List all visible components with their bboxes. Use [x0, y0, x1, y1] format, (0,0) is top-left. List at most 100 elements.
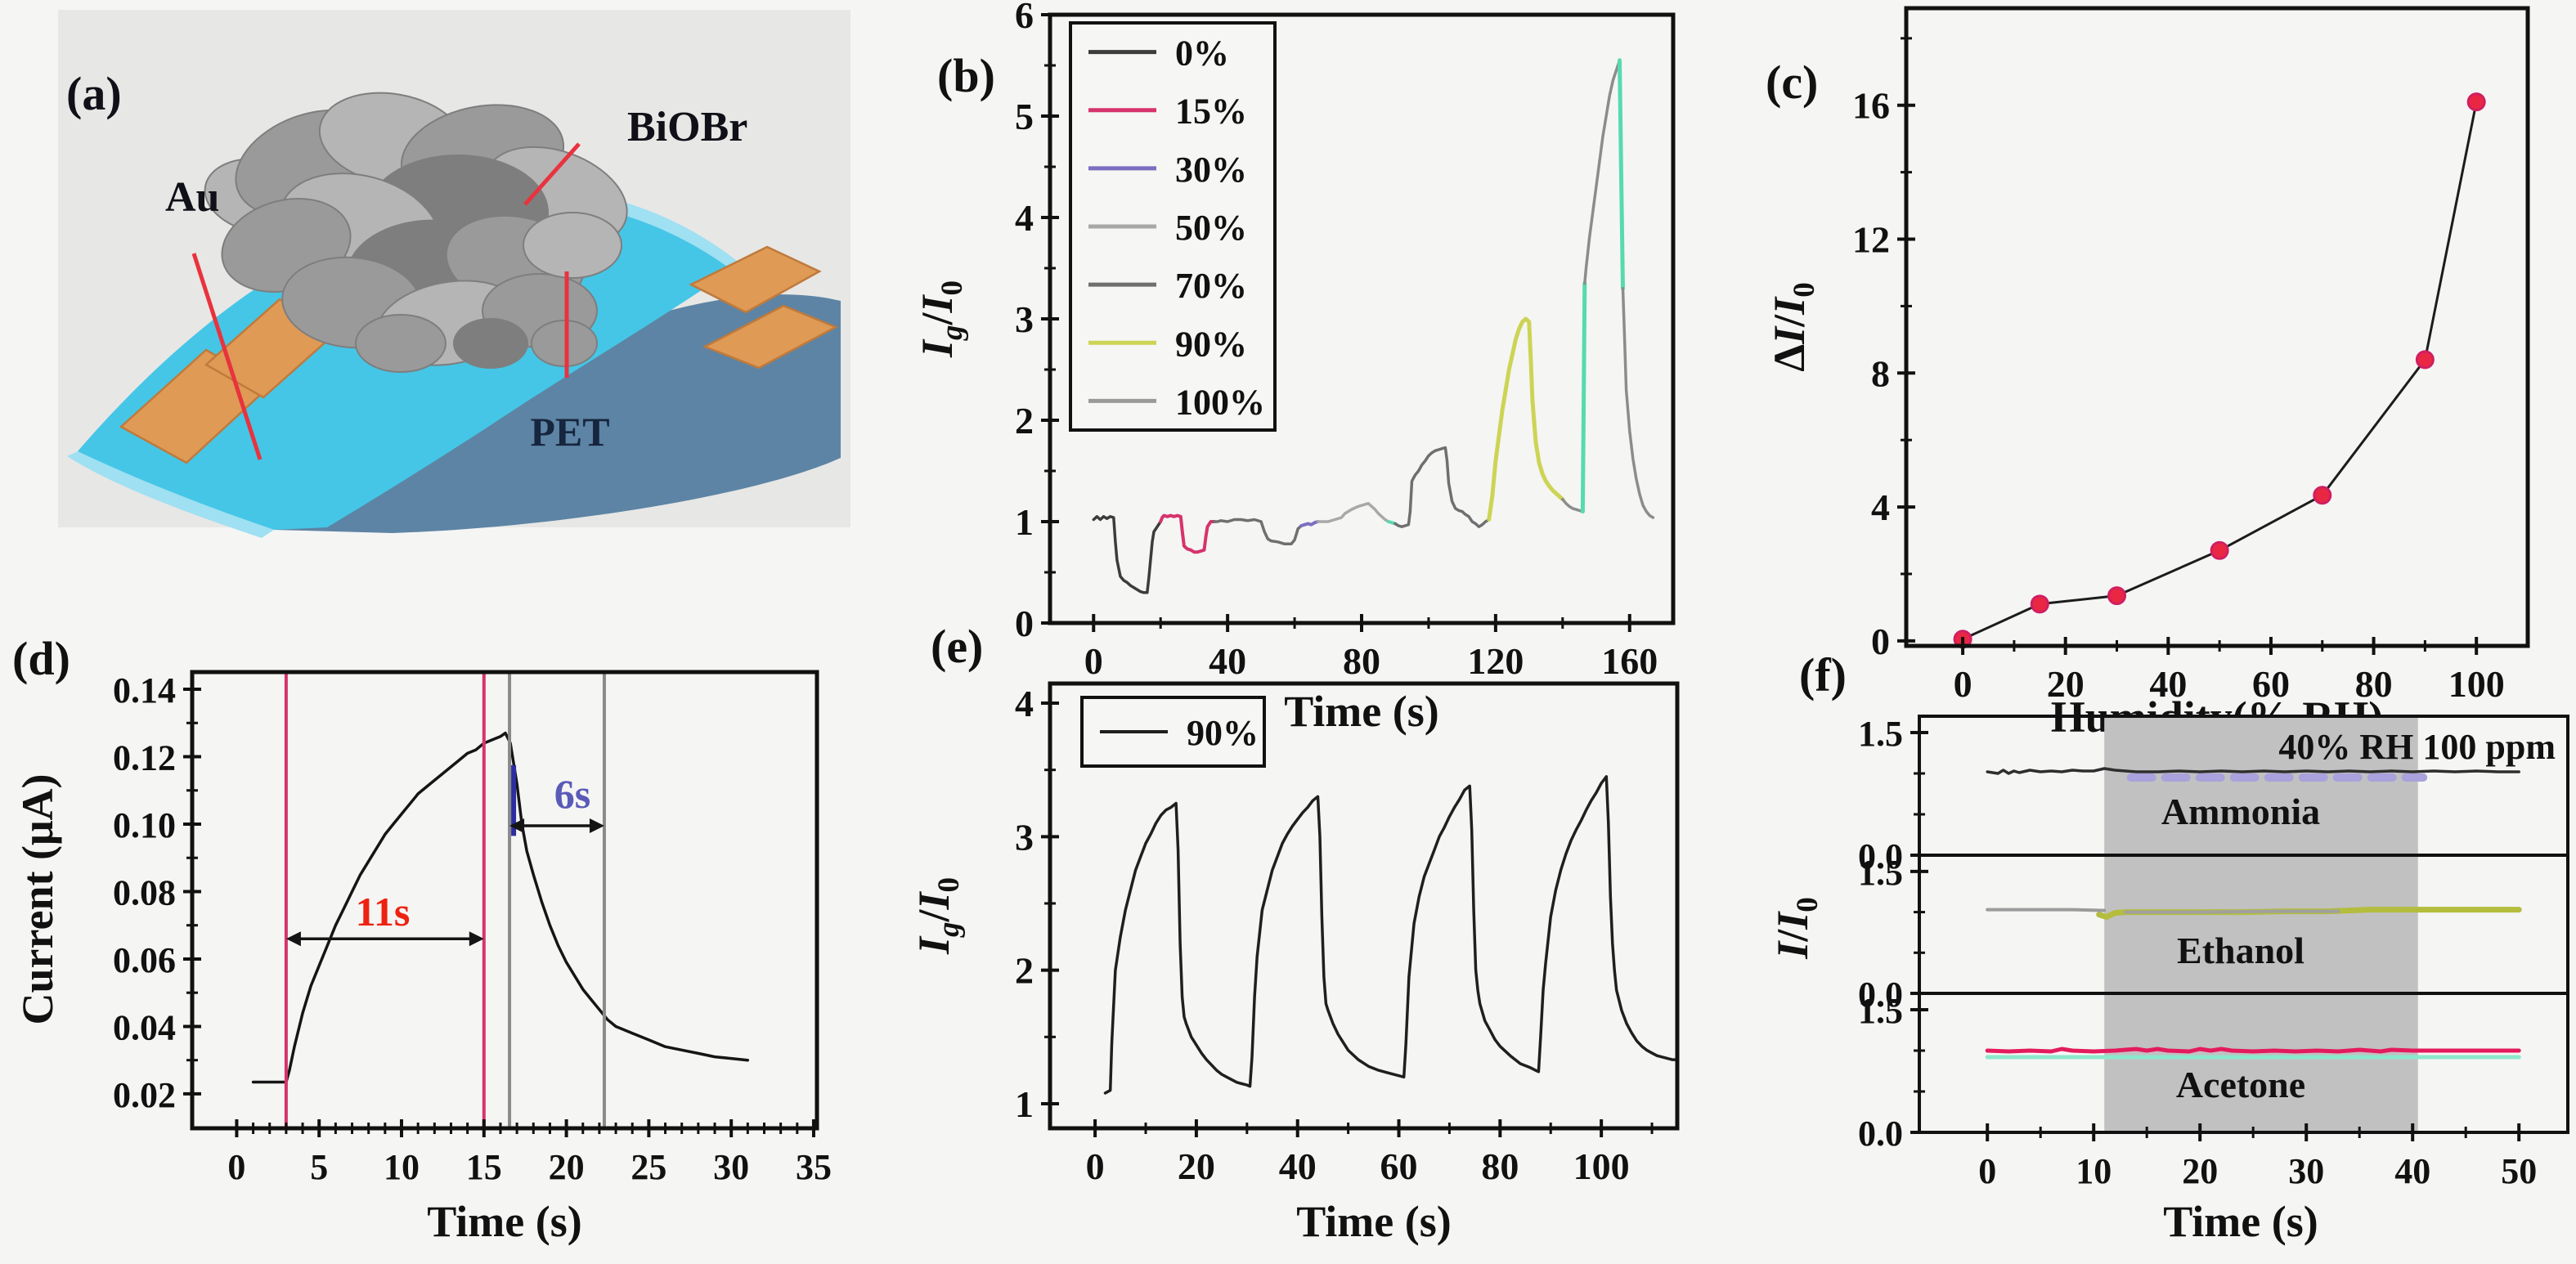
x-tick-label: 80	[1343, 640, 1380, 682]
series-90-100-link	[1561, 497, 1585, 513]
series-0pct	[1092, 515, 1162, 594]
legend-label: 90%	[1187, 713, 1259, 753]
gas-label-ammonia: Ammonia	[2161, 791, 2320, 832]
y-tick-label: 4	[1871, 486, 1890, 528]
series-50pct	[1316, 501, 1390, 523]
x-tick-label: 10	[384, 1147, 420, 1187]
series-acetone	[1985, 1047, 2521, 1054]
y-tick-label: 1.5	[1858, 991, 1903, 1031]
x-tick-label: 0	[227, 1147, 245, 1187]
x-tick-label: 0	[1978, 1151, 1996, 1191]
y-tick-label: 16	[1852, 85, 1890, 127]
panel-letter: (a)	[66, 67, 122, 120]
axes-box	[190, 670, 819, 1131]
series-70pct	[1393, 446, 1491, 528]
gas-label-ethanol: Ethanol	[2177, 930, 2304, 971]
pet-edge-highlight	[67, 451, 274, 538]
x-tick-label: 80	[2355, 663, 2393, 705]
pointer-line	[191, 253, 263, 460]
series-100pct-rise	[1580, 281, 1587, 514]
series-90pct	[1487, 316, 1565, 522]
biobr-nanoplate	[453, 318, 528, 369]
panel-letter: (e)	[931, 620, 983, 673]
panel-letter: (f)	[1799, 648, 1847, 701]
panel-letter: (c)	[1766, 56, 1818, 109]
x-axis-label: Time (s)	[2163, 1197, 2318, 1246]
series-30pct	[1299, 520, 1320, 527]
au-electrode	[689, 245, 822, 314]
au-label: Au	[165, 174, 219, 221]
y-tick-label: 0.10	[113, 805, 176, 845]
legend-label: 0%	[1175, 34, 1229, 74]
y-tick-label: 8	[1871, 352, 1890, 394]
panel-f-selectivity-chart: 0.01.50.01.50 10 20 30 40 500.01.5(f)Time (s)…	[1768, 648, 2569, 1246]
x-tick-label: 5	[310, 1147, 328, 1187]
x-tick-label: 120	[1467, 640, 1524, 682]
panel-letter: (b)	[937, 49, 995, 102]
y-tick-label: 3	[1015, 298, 1034, 340]
data-point-marker	[2030, 594, 2049, 614]
y-tick-label: 0.0	[1858, 836, 1903, 876]
series-ethanol-baseline	[1986, 908, 2107, 912]
shaded-region	[2104, 716, 2418, 855]
pet-edge-highlight-top	[378, 187, 740, 270]
x-tick-label: 30	[2288, 1151, 2324, 1191]
shaded-region	[2104, 855, 2418, 993]
x-tick-label: 15	[466, 1147, 502, 1187]
axes-box	[1918, 992, 2569, 1134]
x-tick-label: 25	[631, 1147, 666, 1187]
y-tick-label: 3	[1015, 816, 1034, 858]
arrow-head	[589, 818, 604, 834]
y-tick-label: 0.14	[113, 670, 176, 710]
x-tick-label: 60	[2252, 663, 2290, 705]
legend-label: 70%	[1175, 266, 1247, 306]
x-tick-label: 80	[1481, 1145, 1519, 1187]
y-axis-label: Current (μA)	[13, 773, 62, 1024]
x-tick-label: 0	[1086, 1145, 1105, 1187]
x-tick-label: 20	[1178, 1145, 1215, 1187]
x-tick-label: 20	[2047, 663, 2085, 705]
biobr-nanoplate	[355, 314, 447, 373]
panel-d-response-recovery-chart: 0 5 10 15 20 25 30 35 0.02 0.04 0.06 0.08 0.10 0.12 0.…	[12, 632, 832, 1246]
x-axis-label: Time (s)	[1284, 687, 1438, 736]
series-baseline-30	[1212, 518, 1304, 546]
y-tick-label: 0.02	[113, 1075, 176, 1115]
x-tick-label: 20	[2182, 1151, 2218, 1191]
axes-box	[1904, 6, 2530, 648]
panel-e-cycling-chart: 0 20 40 60 80 100 1 2 3 4 90% (e) Time (s) Ig/I0	[909, 620, 1680, 1246]
panel-b-humidity-response-chart: 0 40 80 120 160 0 1 2 3 4 5 6 0% 15% 30% 50% 70% 90% 100% (…	[913, 0, 1676, 736]
x-tick-label: 40	[2394, 1151, 2430, 1191]
series-100pct-peak	[1583, 59, 1622, 285]
data-point-marker	[2415, 350, 2435, 370]
y-tick-label: 1	[1015, 501, 1034, 543]
series-ammonia	[1986, 767, 2520, 775]
recovery-time-text: 6s	[554, 771, 590, 817]
data-point-marker	[2107, 586, 2127, 606]
biobr-nanoplate	[531, 320, 598, 367]
y-axis-label: ΔI/I0	[1765, 282, 1821, 371]
legend-label: 50%	[1175, 208, 1247, 248]
x-tick-label: 30	[713, 1147, 749, 1187]
pet-underside	[274, 294, 841, 533]
data-point-marker	[2466, 92, 2486, 112]
y-tick-label: 2	[1015, 400, 1034, 442]
y-tick-label: 5	[1015, 96, 1034, 137]
y-tick-label: 4	[1015, 197, 1034, 239]
y-tick-label: 12	[1852, 219, 1890, 261]
y-tick-label: 0.0	[1858, 975, 1903, 1015]
x-tick-label: 40	[2149, 663, 2187, 705]
y-axis-label: Ig/I0	[913, 280, 969, 358]
x-tick-label: 0	[1084, 640, 1103, 682]
panel-letter: (d)	[12, 632, 70, 685]
y-axis-label: I/I0	[1768, 897, 1824, 960]
response-time-text: 11s	[356, 889, 411, 935]
y-tick-label: 1.5	[1858, 853, 1903, 893]
series-cycling-90RH	[1103, 775, 1679, 1095]
legend-label: 100%	[1175, 382, 1265, 422]
y-tick-label: 0.04	[113, 1007, 176, 1047]
x-tick-label: 35	[796, 1147, 832, 1187]
biobr-label: BiOBr	[627, 104, 747, 150]
arrow-head	[469, 931, 484, 947]
data-point-marker	[2210, 540, 2229, 560]
